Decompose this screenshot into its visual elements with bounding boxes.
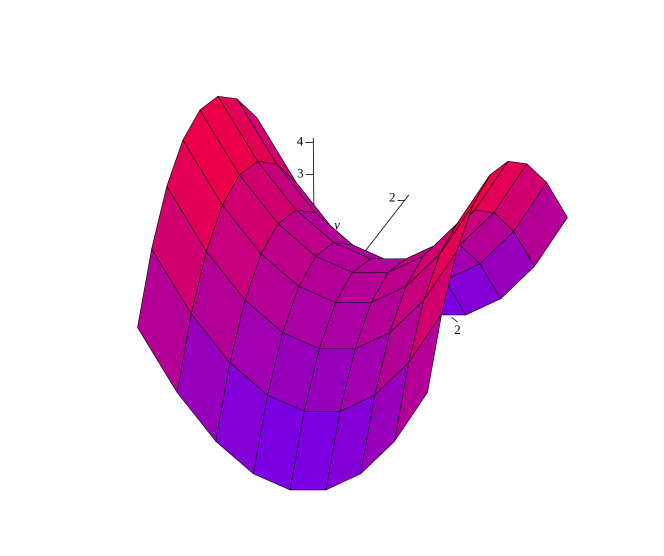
axis-label: y [332, 217, 340, 232]
x-tick-label: 2 [454, 322, 461, 337]
surface-patch [439, 174, 491, 255]
z-tick-label: 4 [297, 133, 304, 148]
surface [137, 95, 568, 491]
surface-patch [182, 109, 240, 206]
tick-mark [451, 316, 458, 323]
z-tick-label: 3 [297, 165, 304, 180]
y-tick-label: 2 [389, 189, 396, 204]
axes: 2 [451, 316, 461, 337]
